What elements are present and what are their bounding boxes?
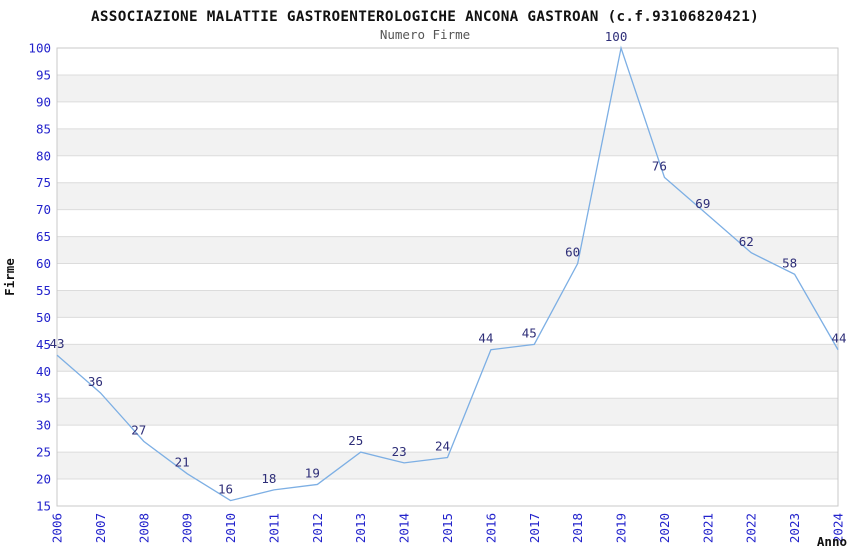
y-tick-label: 15	[36, 499, 51, 514]
x-tick-label: 2016	[483, 513, 498, 543]
x-tick-label: 2014	[397, 513, 412, 543]
plot-band	[57, 182, 838, 210]
plot-band	[57, 236, 838, 264]
x-tick-label: 2006	[50, 513, 65, 543]
y-tick-label: 40	[36, 364, 51, 379]
y-tick-label: 30	[36, 418, 51, 433]
y-tick-label: 60	[36, 256, 51, 271]
data-label: 36	[88, 374, 103, 389]
plot-band	[57, 74, 838, 102]
data-label: 60	[565, 245, 580, 260]
y-tick-label: 45	[36, 337, 51, 352]
x-tick-label: 2020	[657, 513, 672, 543]
y-tick-label: 65	[36, 229, 51, 244]
plot-band	[57, 398, 838, 426]
y-axis-tick-labels: 100 95 90 85 80 75 70 65 60 55 50 45 40 35 30 25 20 15	[28, 41, 51, 514]
data-label: 100	[605, 29, 628, 44]
data-label: 44	[478, 331, 493, 346]
y-tick-label: 50	[36, 310, 51, 325]
data-label: 24	[435, 439, 450, 454]
y-tick-label: 20	[36, 472, 51, 487]
x-axis-tick-labels: 2006 2007 2008 2009 2010 2011 2012 2013 2014 2015…	[50, 513, 846, 543]
plot-band	[57, 290, 838, 318]
x-tick-label: 2022	[744, 513, 759, 543]
x-tick-label: 2023	[787, 513, 802, 543]
x-tick-label: 2007	[93, 513, 108, 543]
plot-band	[57, 128, 838, 156]
data-label: 21	[175, 455, 190, 470]
y-tick-label: 90	[36, 94, 51, 109]
data-label: 43	[49, 336, 64, 351]
data-labels: 43 36 27 21 16 18 19 25 23 24 44 45 60 100 76 69 62 58 44	[49, 29, 846, 497]
y-tick-label: 100	[28, 41, 51, 56]
y-tick-label: 70	[36, 202, 51, 217]
x-axis-label: Anno	[817, 534, 847, 549]
x-tick-label: 2019	[614, 513, 629, 543]
data-label: 23	[392, 444, 407, 459]
data-label: 69	[695, 196, 710, 211]
plot-border	[56, 47, 839, 507]
chart-subtitle: Numero Firme	[380, 27, 470, 42]
data-label: 25	[348, 433, 363, 448]
x-tick-label: 2013	[353, 513, 368, 543]
data-label: 62	[739, 234, 754, 249]
x-tick-label: 2011	[266, 513, 281, 543]
x-tick-label: 2015	[440, 513, 455, 543]
data-label: 76	[652, 158, 667, 173]
plot-band	[57, 344, 838, 372]
x-tick-label: 2024	[831, 513, 846, 543]
gridlines	[57, 47, 838, 507]
x-tick-label: 2010	[223, 513, 238, 543]
x-tick-label: 2017	[527, 513, 542, 543]
data-label: 19	[305, 465, 320, 480]
x-tick-label: 2009	[180, 513, 195, 543]
x-tick-label: 2008	[136, 513, 151, 543]
y-tick-label: 85	[36, 121, 51, 136]
data-label: 27	[131, 422, 146, 437]
y-tick-label: 95	[36, 67, 51, 82]
data-label: 44	[831, 331, 846, 346]
data-label: 58	[782, 255, 797, 270]
y-tick-label: 80	[36, 148, 51, 163]
y-tick-label: 35	[36, 391, 51, 406]
y-tick-label: 25	[36, 445, 51, 460]
data-label: 45	[522, 325, 537, 340]
plot-bands	[57, 74, 838, 480]
y-tick-label: 55	[36, 283, 51, 298]
x-tick-label: 2018	[570, 513, 585, 543]
chart-title: ASSOCIAZIONE MALATTIE GASTROENTEROLOGICH…	[91, 9, 759, 25]
x-tick-label: 2021	[700, 513, 715, 543]
data-label: 16	[218, 482, 233, 497]
y-axis-label: Firme	[2, 258, 17, 296]
y-tick-label: 75	[36, 175, 51, 190]
series-line	[56, 45, 839, 502]
x-tick-label: 2012	[310, 513, 325, 543]
data-label: 18	[261, 471, 276, 486]
